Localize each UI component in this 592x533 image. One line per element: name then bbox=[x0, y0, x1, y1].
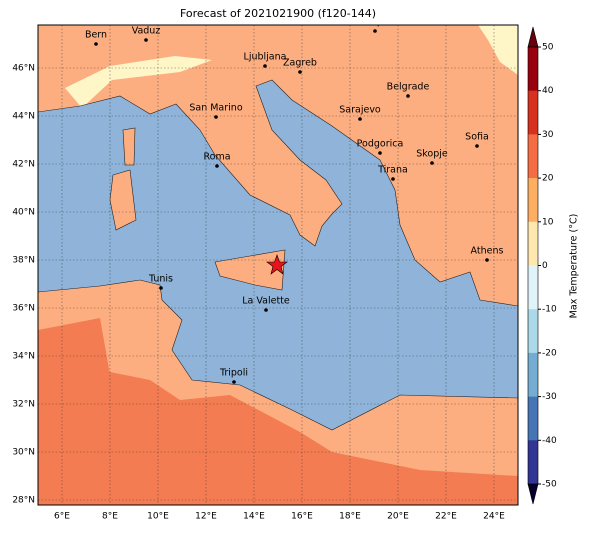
city-dot bbox=[391, 177, 395, 181]
city-label: Podgorica bbox=[357, 139, 404, 150]
city-dot bbox=[263, 64, 267, 68]
y-tick-label: 38°N bbox=[12, 256, 35, 266]
city-dot bbox=[373, 29, 377, 33]
x-tick-label: 16°E bbox=[291, 512, 313, 522]
city-label: Roma bbox=[203, 152, 230, 163]
x-tick-label: 14°E bbox=[243, 512, 265, 522]
sicily bbox=[214, 249, 286, 291]
cold-zone bbox=[65, 56, 212, 108]
y-tick-label: 28°N bbox=[12, 496, 35, 506]
y-tick-label: 34°N bbox=[12, 352, 35, 362]
city-label: Zagreb bbox=[283, 58, 317, 69]
city-dot bbox=[159, 286, 163, 290]
colorbar-band bbox=[528, 221, 538, 266]
map-frame bbox=[37, 24, 519, 506]
city-dot bbox=[232, 380, 236, 384]
colorbar-band bbox=[528, 134, 538, 179]
city-label: Tripoli bbox=[219, 368, 248, 379]
city-dot bbox=[264, 308, 268, 312]
x-tick-label: 18°E bbox=[339, 512, 361, 522]
city-dot bbox=[406, 94, 410, 98]
y-tick-label: 40°N bbox=[12, 208, 35, 218]
colorbar-tick-label: 10 bbox=[542, 217, 554, 227]
y-tick-label: 42°N bbox=[12, 160, 35, 170]
y-tick-label: 46°N bbox=[12, 64, 35, 74]
city-label: Skopje bbox=[416, 149, 448, 160]
colorbar-tick-label: 30 bbox=[542, 130, 554, 140]
city-label: Tirana bbox=[377, 165, 408, 176]
city-label: San Marino bbox=[189, 103, 242, 114]
colorbar-band bbox=[528, 309, 538, 354]
city-label: Athens bbox=[471, 246, 504, 257]
city-dot bbox=[215, 164, 219, 168]
x-tick-label: 24°E bbox=[483, 512, 505, 522]
colorbar-tick-label: -30 bbox=[542, 392, 557, 402]
city-dot bbox=[144, 38, 148, 42]
x-tick-label: 20°E bbox=[387, 512, 409, 522]
cold-zone bbox=[478, 25, 518, 75]
colorbar-band bbox=[528, 178, 538, 223]
city-dot bbox=[378, 151, 382, 155]
colorbar-tick-label: 40 bbox=[542, 86, 554, 96]
x-tick-label: 10°E bbox=[147, 512, 169, 522]
colorbar-band bbox=[528, 47, 538, 91]
city-label: Budapest bbox=[353, 17, 398, 28]
colorbar-band bbox=[528, 265, 538, 310]
colorbar-tick-label: -10 bbox=[542, 305, 557, 315]
x-tick-label: 22°E bbox=[435, 512, 457, 522]
star-marker bbox=[266, 254, 288, 275]
colorbar-tick-label: -20 bbox=[542, 348, 557, 358]
y-tick-label: 30°N bbox=[12, 448, 35, 458]
city-dot bbox=[298, 70, 302, 74]
city-label: Vaduz bbox=[132, 26, 161, 37]
city-label: Bern bbox=[85, 30, 107, 41]
colorbar-band bbox=[528, 90, 538, 135]
colorbar-tick-label: -50 bbox=[542, 480, 557, 490]
colorbar-tick-label: -40 bbox=[542, 436, 557, 446]
corsica bbox=[122, 127, 136, 166]
city-label: Sarajevo bbox=[339, 105, 381, 116]
colorbar-label: Max Temperature (°C) bbox=[569, 214, 580, 319]
colorbar-tick-label: 20 bbox=[542, 174, 554, 184]
y-tick-label: 32°N bbox=[12, 400, 35, 410]
city-label: Tunis bbox=[148, 274, 173, 285]
city-label: Sofia bbox=[465, 132, 489, 143]
city-dot bbox=[430, 161, 434, 165]
city-dot bbox=[94, 42, 98, 46]
sardinia bbox=[109, 169, 137, 231]
city-dot bbox=[475, 144, 479, 148]
colorbar-band bbox=[528, 396, 538, 441]
colorbar-extend bbox=[527, 26, 539, 48]
y-tick-label: 36°N bbox=[12, 304, 35, 314]
city-label: La Valette bbox=[242, 296, 290, 307]
colorbar-band bbox=[528, 440, 538, 485]
colorbar-extend bbox=[527, 483, 539, 505]
city-label: Belgrade bbox=[387, 82, 430, 93]
title: Forecast of 2021021900 (f120-144) bbox=[180, 7, 376, 20]
city-dot bbox=[358, 117, 362, 121]
city-dot bbox=[485, 258, 489, 262]
colorbar-band bbox=[528, 352, 538, 397]
colorbar-tick-label: 0 bbox=[542, 261, 548, 271]
city-label: Ljubljana bbox=[244, 52, 287, 63]
colorbar-tick-label: 50 bbox=[542, 43, 554, 53]
x-tick-label: 8°E bbox=[102, 512, 118, 522]
y-tick-label: 44°N bbox=[12, 112, 35, 122]
warm-zone bbox=[38, 318, 112, 386]
x-tick-label: 12°E bbox=[195, 512, 217, 522]
x-tick-label: 6°E bbox=[54, 512, 70, 522]
city-dot bbox=[214, 115, 218, 119]
